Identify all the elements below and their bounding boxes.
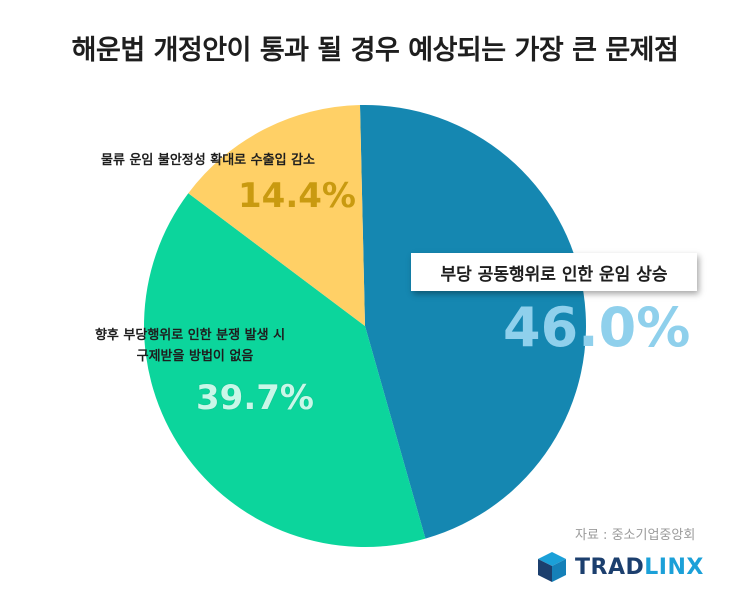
tradlinx-logo: TRADLINX [535,550,704,584]
slice-label-freight-increase: 부당 공동행위로 인한 운임 상승 [411,253,697,291]
pie-slice-export-decrease [188,105,365,326]
pie-slice-dispute-remedy [143,193,426,548]
slice-label-dispute-remedy-line1: 향후 부당행위로 인한 분쟁 발생 시 [94,328,286,343]
slice-value-dispute-remedy: 39.7% [196,378,314,418]
source-note: 자료 : 중소기업중앙회 [575,528,696,543]
tradlinx-cube-icon [538,552,566,582]
chart-title: 해운법 개정안이 통과 될 경우 예상되는 가장 큰 문제점 [71,35,679,66]
slice-value-export-decrease: 14.4% [238,176,356,216]
slice-label-dispute-remedy: 향후 부당행위로 인한 분쟁 발생 시 구제받을 방법이 없음 [60,325,320,367]
slice-value-freight-increase: 46.0% [503,296,691,359]
pie-slice-freight-increase [359,105,586,539]
slice-label-dispute-remedy-line2: 구제받을 방법이 없음 [136,349,254,364]
logo-text-trad: TRAD [575,554,645,580]
logo-text-linx: LINX [644,554,704,580]
slice-label-export-decrease: 물류 운임 불안정성 확대로 수출입 감소 [101,153,315,168]
